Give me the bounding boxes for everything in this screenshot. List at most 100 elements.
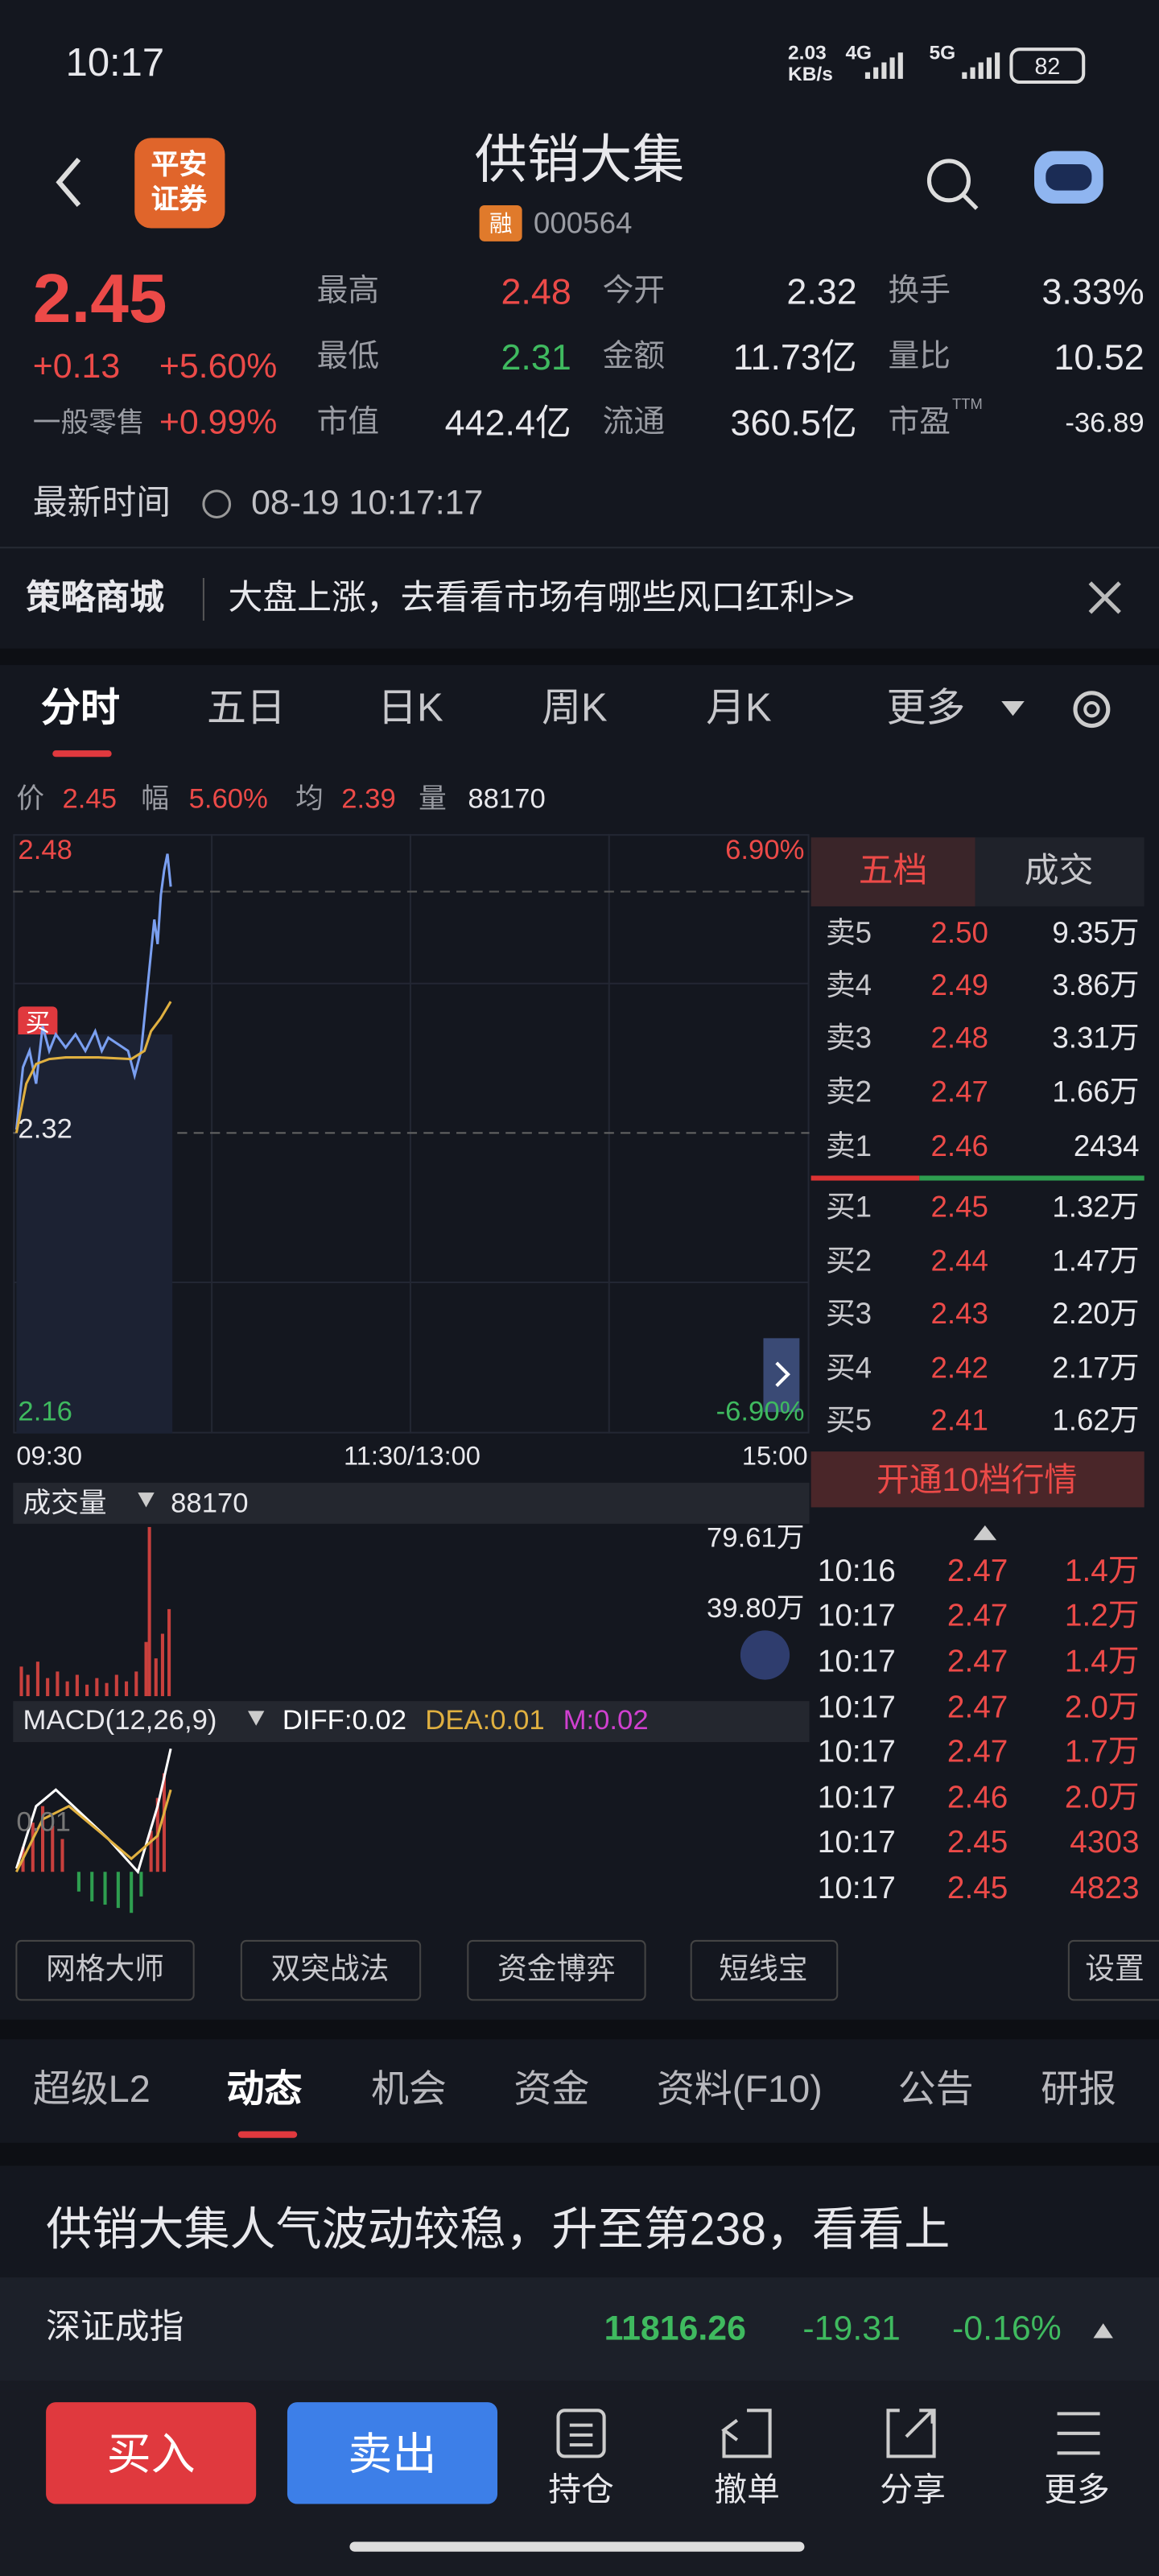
info-tab[interactable]: 动态 bbox=[226, 2067, 303, 2111]
index-bar bbox=[0, 2277, 1159, 2381]
expand-icon[interactable] bbox=[1093, 2323, 1113, 2339]
level-label: 买2 bbox=[825, 1245, 872, 1278]
price-change: +0.13 bbox=[32, 349, 121, 387]
buy-button[interactable] bbox=[46, 2402, 257, 2504]
dropdown-icon[interactable] bbox=[138, 1492, 155, 1508]
search-icon[interactable] bbox=[962, 193, 979, 210]
summary-amp: 5.60% bbox=[188, 782, 268, 815]
dropdown-icon[interactable] bbox=[1001, 700, 1025, 716]
tool-button[interactable]: 短线宝 bbox=[719, 1952, 808, 1986]
info-tab[interactable]: 研报 bbox=[1041, 2067, 1116, 2111]
upgrade-button[interactable] bbox=[810, 1451, 1145, 1508]
news-headline[interactable]: 供销大集人气波动较稳，升至第238，看看上 bbox=[46, 2203, 951, 2255]
volume-label[interactable]: 成交量 bbox=[23, 1487, 107, 1519]
action-icons[interactable] bbox=[556, 2409, 1100, 2458]
close-icon[interactable] bbox=[1088, 581, 1121, 614]
level-volume: 1.47万 bbox=[1052, 1245, 1140, 1278]
trade-price: 2.45 bbox=[947, 1871, 1008, 1906]
collapse-icon[interactable] bbox=[973, 1525, 997, 1541]
level-price: 2.45 bbox=[930, 1191, 988, 1224]
search-icon[interactable] bbox=[926, 159, 971, 203]
trade-price: 2.47 bbox=[947, 1598, 1008, 1633]
info-icon[interactable] bbox=[202, 489, 232, 519]
signal-label: 4G bbox=[845, 40, 872, 64]
banner-text[interactable]: 大盘上涨，去看看市场有哪些风口红利>> bbox=[228, 580, 855, 618]
info-tab[interactable]: 公告 bbox=[897, 2067, 974, 2111]
level-price: 2.43 bbox=[930, 1297, 988, 1331]
avg-line bbox=[14, 1001, 172, 1133]
tool-button[interactable]: 设置 bbox=[1085, 1952, 1145, 1986]
sell-button[interactable] bbox=[287, 2402, 498, 2504]
stat-value: 2.31 bbox=[501, 336, 571, 378]
buy-button-label[interactable]: 买入 bbox=[106, 2429, 196, 2479]
chart-tab[interactable]: 更多 bbox=[886, 685, 966, 730]
signal-icon bbox=[864, 52, 1000, 79]
info-tab[interactable]: 超级L2 bbox=[32, 2067, 151, 2111]
trade-time: 10:17 bbox=[817, 1871, 896, 1906]
chart-tab[interactable]: 分时 bbox=[40, 685, 120, 730]
net-speed: 2.03 bbox=[788, 40, 827, 64]
stat-label: 最低 bbox=[316, 339, 380, 374]
fullscreen-icon[interactable] bbox=[740, 1630, 790, 1680]
trade-volume: 4823 bbox=[1070, 1871, 1140, 1906]
trade-time: 10:17 bbox=[817, 1644, 896, 1679]
level-volume: 9.35万 bbox=[1052, 916, 1140, 950]
stat-label: 市值 bbox=[316, 404, 380, 440]
stock-name: 供销大集 bbox=[474, 129, 685, 189]
action-label[interactable]: 分享 bbox=[880, 2472, 946, 2509]
settings-icon[interactable] bbox=[1073, 691, 1111, 729]
summary-vol-label: 量 bbox=[419, 782, 447, 815]
tool-button[interactable]: 网格大师 bbox=[46, 1952, 164, 1986]
level-label: 买5 bbox=[825, 1404, 872, 1438]
macd-label[interactable]: MACD(12,26,9) bbox=[23, 1703, 217, 1736]
tool-buttons[interactable] bbox=[15, 1939, 1159, 2001]
level-price: 2.47 bbox=[930, 1075, 988, 1109]
ask-bid-divider-red bbox=[810, 1175, 920, 1181]
expand-handle[interactable] bbox=[763, 1338, 800, 1413]
stat-value: 442.4亿 bbox=[444, 402, 571, 444]
tab-indicator bbox=[52, 750, 112, 758]
dropdown-icon[interactable] bbox=[247, 1711, 265, 1726]
tool-button[interactable]: 资金博弈 bbox=[497, 1952, 616, 1986]
trade-price: 2.47 bbox=[947, 1690, 1008, 1725]
sell-button-label[interactable]: 卖出 bbox=[348, 2429, 437, 2479]
divider bbox=[0, 547, 1159, 549]
level-volume: 3.86万 bbox=[1052, 968, 1140, 1002]
level-label: 卖3 bbox=[825, 1022, 872, 1055]
level-label: 卖5 bbox=[825, 916, 872, 950]
action-label[interactable]: 撤单 bbox=[714, 2472, 780, 2509]
trade-volume: 1.4万 bbox=[1064, 1554, 1140, 1589]
trade-volume: 1.7万 bbox=[1064, 1735, 1140, 1769]
chart-tab[interactable]: 周K bbox=[542, 685, 608, 730]
level-label: 卖1 bbox=[825, 1129, 872, 1163]
stat-label: 今开 bbox=[602, 273, 666, 308]
stat-label: 金额 bbox=[602, 339, 666, 374]
info-tab[interactable]: 资料(F10) bbox=[656, 2067, 823, 2111]
stat-value: 360.5亿 bbox=[730, 402, 857, 444]
orderbook-tab[interactable]: 成交 bbox=[1024, 852, 1094, 891]
broker-logo-text: 证券 bbox=[151, 184, 208, 215]
tool-button[interactable]: 双突战法 bbox=[270, 1952, 390, 1986]
chart-tab[interactable]: 日K bbox=[377, 685, 443, 730]
orderbook-tab[interactable]: 五档 bbox=[858, 852, 928, 891]
action-label[interactable]: 持仓 bbox=[548, 2472, 614, 2509]
trade-price: 2.47 bbox=[947, 1554, 1008, 1589]
chart-tab[interactable]: 五日 bbox=[207, 685, 286, 730]
back-icon[interactable] bbox=[56, 157, 81, 207]
chart-tab[interactable]: 月K bbox=[706, 685, 772, 730]
action-label[interactable]: 更多 bbox=[1044, 2472, 1110, 2509]
upgrade-text[interactable]: 开通10档行情 bbox=[876, 1463, 1078, 1500]
info-tab[interactable]: 机会 bbox=[370, 2067, 447, 2111]
trade-volume: 2.0万 bbox=[1064, 1690, 1140, 1725]
orderbook-tab[interactable] bbox=[975, 837, 1145, 906]
orderbook-tab-active[interactable] bbox=[810, 837, 975, 906]
broker-logo[interactable] bbox=[134, 138, 225, 229]
trade-price: 2.45 bbox=[947, 1825, 1008, 1860]
stat-label-sup: TTM bbox=[952, 394, 983, 412]
info-tab[interactable]: 资金 bbox=[514, 2067, 590, 2111]
level-volume: 1.66万 bbox=[1052, 1075, 1140, 1109]
stock-code[interactable]: 000564 bbox=[533, 207, 633, 241]
level-volume: 1.32万 bbox=[1052, 1191, 1140, 1224]
trade-volume: 1.2万 bbox=[1064, 1598, 1140, 1633]
